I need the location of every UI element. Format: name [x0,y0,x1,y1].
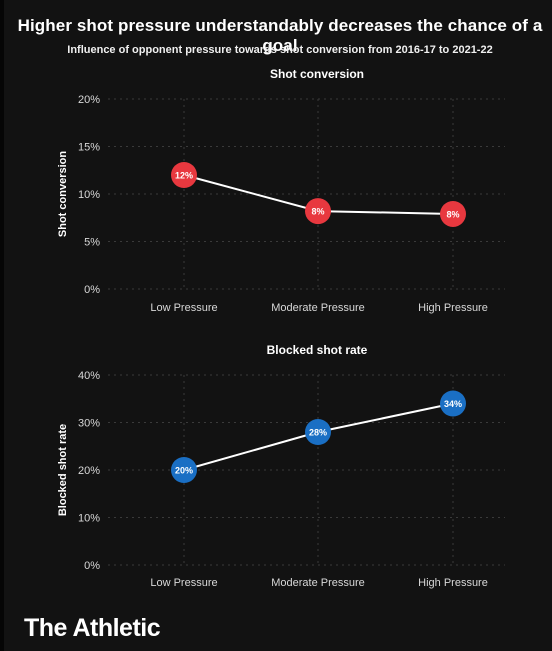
panel-title: Blocked shot rate [267,343,368,357]
data-label: 28% [309,428,327,438]
x-category-label: Moderate Pressure [271,577,365,589]
y-axis-label: Blocked shot rate [57,424,69,516]
panel-title: Shot conversion [270,67,364,81]
y-tick-label: 0% [84,284,100,296]
frame-edge [0,0,4,651]
x-category-label: Low Pressure [150,302,217,314]
chart-subtitle: Influence of opponent pressure towards s… [67,44,493,56]
y-tick-label: 10% [78,513,100,525]
y-tick-label: 0% [84,560,100,572]
x-category-label: Low Pressure [150,577,217,589]
shot-conversion-panel: Shot conversion Shot conversion 0% 5% 10% 15%… [57,67,505,314]
data-point-marker [305,198,331,225]
x-category-label: Moderate Pressure [271,302,365,314]
y-tick-label: 15% [78,142,100,154]
data-point-marker [171,162,197,188]
x-category-label: High Pressure [418,302,488,314]
y-axis-label: Shot conversion [57,151,69,237]
x-category-label: High Pressure [418,577,488,589]
chart-title: Higher shot pressure understandably decr… [17,16,543,55]
data-point-marker [440,200,466,227]
y-tick-label: 20% [78,465,100,477]
the-athletic-logo: The Athletic [24,614,161,642]
data-point-marker [305,419,331,445]
y-tick-label: 10% [78,189,100,201]
data-label: 12% [175,171,193,181]
blocked-shot-rate-panel: Blocked shot rate Blocked shot rate 0% 10% 2… [57,343,505,589]
data-label: 8% [311,207,324,217]
data-point-marker [440,390,466,417]
y-tick-label: 40% [78,370,100,382]
y-tick-label: 30% [78,418,100,430]
data-label: 20% [175,466,193,476]
y-tick-label: 20% [78,94,100,106]
data-label: 8% [446,209,459,219]
data-label: 34% [444,399,462,409]
y-tick-label: 5% [84,237,100,249]
data-point-marker [171,457,197,483]
